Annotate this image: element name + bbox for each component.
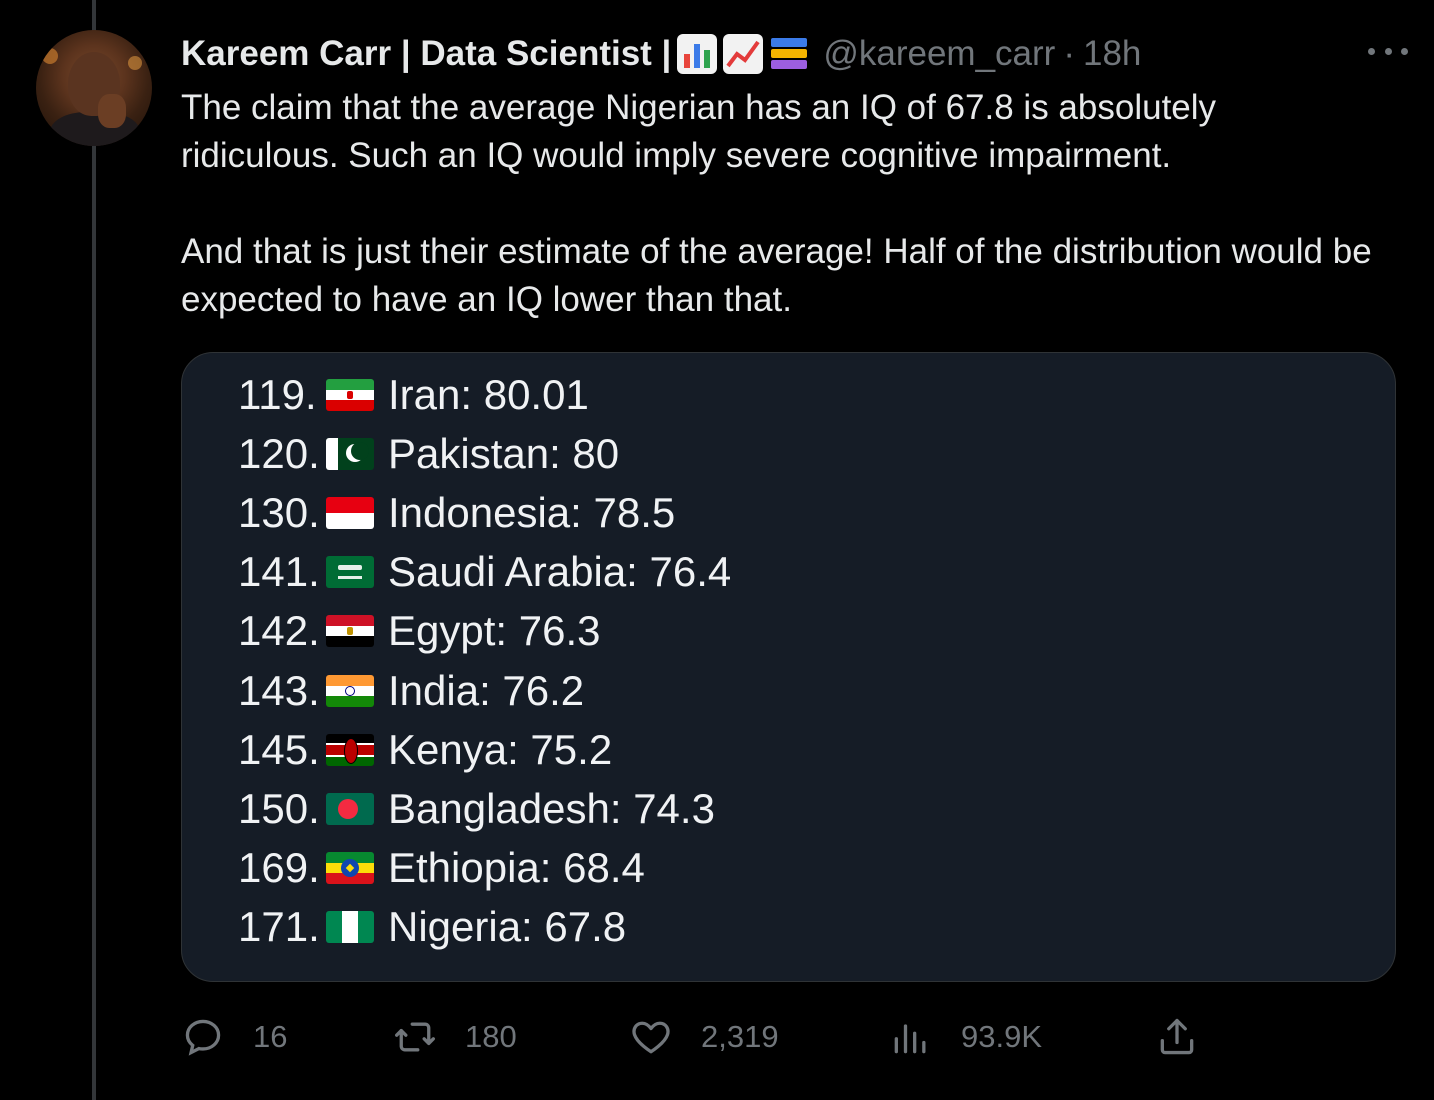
kenya-flag-icon	[326, 733, 374, 766]
separator-dot: ·	[1063, 34, 1075, 73]
view-count: 93.9K	[961, 1019, 1043, 1054]
reply-button[interactable]: 16	[181, 1012, 287, 1062]
heart-icon	[632, 1021, 670, 1054]
ranking-row: 120. Pakistan: 80	[238, 424, 731, 483]
reply-icon	[185, 1019, 221, 1056]
rank-number: 141.	[238, 548, 320, 596]
tweet-paragraph: And that is just their estimate of the a…	[181, 232, 1372, 319]
ranking-row: 130. Indonesia: 78.5	[238, 483, 731, 542]
repost-count: 180	[465, 1019, 517, 1054]
country-score: Iran: 80.01	[388, 370, 589, 418]
nigeria-flag-icon	[326, 911, 374, 944]
like-button[interactable]: 2,319	[629, 1012, 779, 1062]
rank-number: 119.	[238, 370, 317, 418]
ranking-row: 169. Ethiopia: 68.4	[238, 839, 731, 898]
country-score: Indonesia: 78.5	[388, 488, 676, 536]
share-icon	[1160, 1018, 1194, 1055]
tweet-paragraph: The claim that the average Nigerian has …	[181, 88, 1217, 175]
country-score: Nigeria: 67.8	[388, 903, 627, 951]
action-bar: 16 180 2,319 93.9K	[181, 1012, 1241, 1062]
rank-number: 145.	[238, 725, 320, 773]
repost-icon	[395, 1022, 435, 1052]
country-score: Bangladesh: 74.3	[388, 784, 715, 832]
rank-number: 142.	[238, 607, 320, 655]
bangladesh-flag-icon	[326, 792, 374, 825]
author-handle[interactable]: @kareem_carr	[823, 34, 1056, 73]
ethiopia-flag-icon	[326, 852, 374, 885]
tweet-text: The claim that the average Nigerian has …	[181, 84, 1381, 324]
thread-line	[92, 0, 96, 1100]
rank-number: 120.	[238, 429, 320, 477]
author-avatar[interactable]	[36, 30, 152, 146]
country-score: India: 76.2	[388, 666, 585, 714]
india-flag-icon	[326, 674, 374, 707]
media-image[interactable]: 119. Iran: 80.01 120. Pakistan: 80 130.	[181, 352, 1396, 982]
ranking-list: 119. Iran: 80.01 120. Pakistan: 80 130.	[238, 365, 731, 957]
ranking-row: 119. Iran: 80.01	[238, 365, 731, 424]
country-score: Ethiopia: 68.4	[388, 844, 645, 892]
rank-number: 150.	[238, 784, 320, 832]
pakistan-flag-icon	[326, 437, 374, 470]
books-icon	[769, 34, 809, 74]
rank-number: 171.	[238, 903, 320, 951]
rank-number: 130.	[238, 488, 320, 536]
ranking-row: 145. Kenya: 75.2	[238, 720, 731, 779]
share-button[interactable]	[1155, 1012, 1199, 1062]
iran-flag-icon	[326, 378, 374, 411]
rank-number: 169.	[238, 844, 320, 892]
more-options-icon[interactable]	[1368, 36, 1408, 66]
country-score: Egypt: 76.3	[388, 607, 601, 655]
indonesia-flag-icon	[326, 496, 374, 529]
views-button[interactable]: 93.9K	[889, 1012, 1042, 1062]
chart-increasing-icon	[723, 34, 764, 74]
ranking-row: 142. Egypt: 76.3	[238, 602, 731, 661]
egypt-flag-icon	[326, 615, 374, 648]
tweet-time[interactable]: 18h	[1082, 34, 1142, 73]
reply-count: 16	[253, 1019, 288, 1054]
ranking-row: 150. Bangladesh: 74.3	[238, 779, 731, 838]
saudi-arabia-flag-icon	[326, 556, 374, 589]
ranking-row: 141. Saudi Arabia: 76.4	[238, 543, 731, 602]
tweet-header: Kareem Carr | Data Scientist | @kareem_c…	[181, 30, 1141, 78]
bar-chart-icon	[677, 34, 718, 74]
author-name[interactable]: Kareem Carr | Data Scientist |	[181, 34, 672, 73]
country-score: Saudi Arabia: 76.4	[388, 548, 732, 596]
repost-button[interactable]: 180	[393, 1012, 517, 1062]
views-icon	[894, 1024, 926, 1054]
like-count: 2,319	[701, 1019, 779, 1054]
ranking-row: 143. India: 76.2	[238, 661, 731, 720]
country-score: Pakistan: 80	[388, 429, 620, 477]
ranking-row: 171. Nigeria: 67.8	[238, 898, 731, 957]
country-score: Kenya: 75.2	[388, 725, 613, 773]
rank-number: 143.	[238, 666, 320, 714]
